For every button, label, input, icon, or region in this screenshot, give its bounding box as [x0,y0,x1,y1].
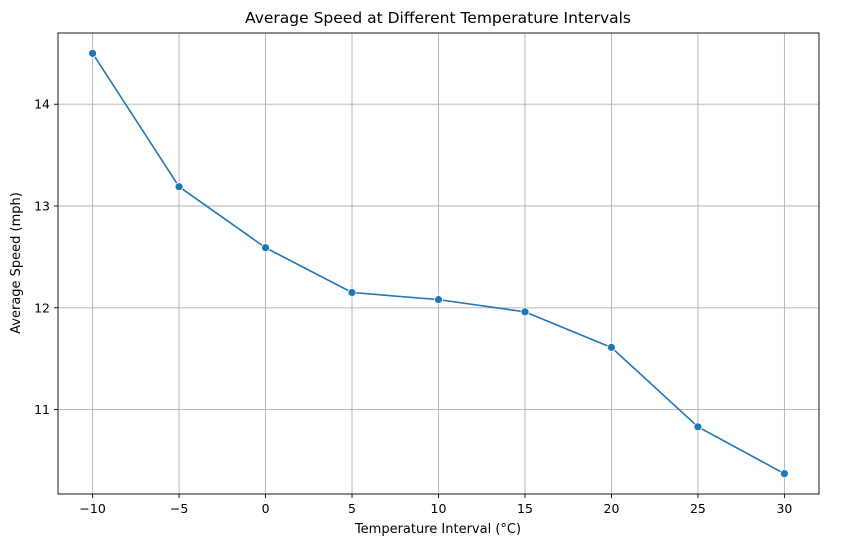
x-tick-label: 30 [776,501,792,516]
x-tick-label: −10 [79,501,105,516]
ticks: −10 −5 0 5 10 15 20 25 30 11 12 13 14 [34,97,792,516]
x-tick-label: 0 [262,501,270,516]
data-point [261,243,270,253]
x-tick-label: 5 [348,501,356,516]
data-point [434,295,443,305]
x-axis-label: Temperature Interval (°C) [354,522,521,537]
grid [58,33,819,494]
x-tick-label: 10 [431,501,447,516]
data-point [174,182,184,192]
y-axis-label: Average Speed (mph) [9,192,24,334]
data-point [520,307,530,317]
series-layer [88,48,789,479]
y-tick-label: 11 [34,402,50,417]
data-point [607,343,616,352]
x-tick-label: 15 [517,501,533,516]
y-tick-label: 13 [34,199,50,214]
y-tick-label: 12 [34,300,50,315]
x-tick-label: −5 [170,501,188,516]
y-tick-label: 14 [34,97,50,112]
data-point [88,48,97,58]
data-point [780,469,789,479]
x-tick-label: 25 [690,501,706,516]
chart-title: Average Speed at Different Temperature I… [245,9,631,27]
data-point [693,422,703,432]
x-tick-label: 20 [604,501,620,516]
data-point [347,288,357,297]
